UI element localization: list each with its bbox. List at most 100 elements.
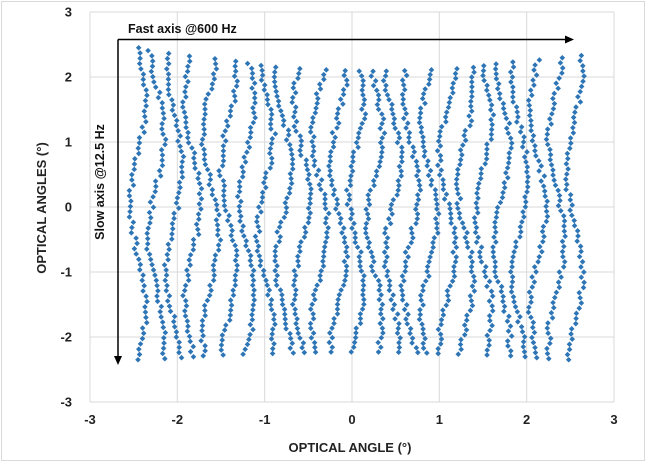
data-point-199 bbox=[186, 257, 193, 263]
data-point-448 bbox=[254, 214, 261, 220]
data-point-678 bbox=[343, 263, 350, 269]
x-tick-label-6: 3 bbox=[610, 412, 617, 427]
data-point-1483 bbox=[567, 135, 574, 141]
data-point-254 bbox=[207, 282, 213, 289]
data-point-404 bbox=[247, 134, 254, 141]
data-point-159 bbox=[180, 153, 187, 160]
data-point-608 bbox=[310, 311, 316, 317]
data-point-998 bbox=[427, 167, 434, 174]
data-point-829 bbox=[380, 116, 387, 122]
data-point-1098 bbox=[468, 263, 475, 270]
data-point-1221 bbox=[490, 249, 497, 255]
data-point-682 bbox=[343, 244, 350, 250]
data-point-549 bbox=[292, 306, 298, 313]
data-point-1370 bbox=[526, 102, 533, 109]
data-point-668 bbox=[334, 311, 341, 317]
data-point-507 bbox=[278, 219, 284, 226]
data-point-1147 bbox=[487, 317, 493, 324]
data-point-1163 bbox=[473, 239, 480, 246]
slow-axis-label: Slow axis @12.5 Hz bbox=[93, 124, 107, 240]
data-point-510 bbox=[283, 204, 290, 211]
data-point-1166 bbox=[473, 224, 480, 231]
data-point-1075 bbox=[449, 85, 456, 91]
data-point-1341 bbox=[539, 248, 545, 255]
data-point-42 bbox=[136, 134, 143, 141]
data-point-127 bbox=[170, 318, 177, 325]
data-point-780 bbox=[375, 349, 382, 355]
data-point-1406 bbox=[561, 223, 567, 229]
data-point-268 bbox=[216, 212, 222, 218]
data-point-1155 bbox=[486, 278, 493, 285]
data-point-1134 bbox=[469, 88, 475, 95]
data-point-763 bbox=[355, 144, 361, 151]
data-point-1184 bbox=[488, 136, 495, 143]
data-point-927 bbox=[413, 220, 419, 227]
data-point-535 bbox=[272, 83, 279, 90]
data-point-987 bbox=[434, 220, 440, 227]
data-point-224 bbox=[185, 129, 191, 136]
data-point-680 bbox=[344, 253, 351, 260]
data-point-204 bbox=[195, 231, 202, 238]
data-point-0 bbox=[135, 356, 141, 363]
data-point-904 bbox=[407, 330, 413, 337]
data-point-449 bbox=[258, 209, 264, 215]
data-point-1271 bbox=[511, 299, 517, 305]
data-point-286 bbox=[200, 121, 207, 128]
data-point-863 bbox=[383, 239, 389, 246]
data-point-1491 bbox=[575, 93, 581, 100]
data-point-189 bbox=[182, 308, 188, 314]
data-point-490 bbox=[279, 301, 286, 308]
data-point-523 bbox=[287, 141, 293, 148]
data-point-1441 bbox=[564, 351, 571, 358]
data-point-262 bbox=[215, 242, 222, 248]
data-point-1141 bbox=[484, 347, 491, 353]
data-point-411 bbox=[252, 100, 258, 106]
data-point-1285 bbox=[518, 229, 524, 235]
data-point-1094 bbox=[469, 283, 476, 289]
data-point-392 bbox=[234, 193, 241, 200]
data-point-921 bbox=[402, 249, 409, 256]
data-point-1425 bbox=[544, 126, 551, 132]
data-point-664 bbox=[327, 330, 333, 336]
data-point-1323 bbox=[530, 339, 537, 346]
data-point-527 bbox=[280, 122, 287, 129]
data-point-1093 bbox=[471, 288, 478, 294]
data-point-1128 bbox=[468, 118, 475, 124]
data-point-1278 bbox=[509, 264, 515, 270]
data-point-210 bbox=[196, 201, 203, 207]
data-point-1360 bbox=[533, 153, 539, 159]
data-point-982 bbox=[430, 244, 436, 251]
data-point-1058 bbox=[438, 167, 445, 173]
data-point-956 bbox=[400, 82, 407, 88]
data-point-1179 bbox=[482, 161, 489, 167]
data-point-106 bbox=[161, 115, 167, 122]
data-point-1248 bbox=[503, 115, 510, 122]
data-point-859 bbox=[382, 258, 389, 265]
data-point-1274 bbox=[508, 284, 515, 290]
data-point-1408 bbox=[560, 213, 567, 219]
data-point-917 bbox=[402, 268, 408, 275]
data-point-990 bbox=[434, 206, 440, 212]
data-point-1471 bbox=[567, 197, 574, 203]
data-point-518 bbox=[289, 166, 296, 172]
data-point-1426 bbox=[548, 121, 555, 127]
data-point-338 bbox=[219, 163, 226, 169]
data-point-1062 bbox=[434, 148, 441, 154]
data-point-1331 bbox=[528, 299, 534, 306]
data-point-1439 bbox=[559, 54, 566, 61]
data-point-1414 bbox=[552, 182, 559, 189]
data-point-601 bbox=[312, 344, 318, 351]
data-point-729 bbox=[359, 306, 366, 312]
data-point-1409 bbox=[558, 208, 564, 214]
data-point-1353 bbox=[541, 188, 548, 194]
data-point-700 bbox=[327, 158, 334, 165]
data-point-55 bbox=[138, 66, 144, 72]
data-point-280 bbox=[201, 151, 208, 158]
data-point-1192 bbox=[487, 97, 493, 103]
data-point-110 bbox=[155, 94, 162, 101]
data-point-1395 bbox=[555, 279, 562, 286]
data-point-23 bbox=[133, 235, 139, 241]
data-point-1189 bbox=[490, 112, 497, 118]
data-point-192 bbox=[180, 292, 186, 299]
data-point-562 bbox=[296, 243, 303, 250]
